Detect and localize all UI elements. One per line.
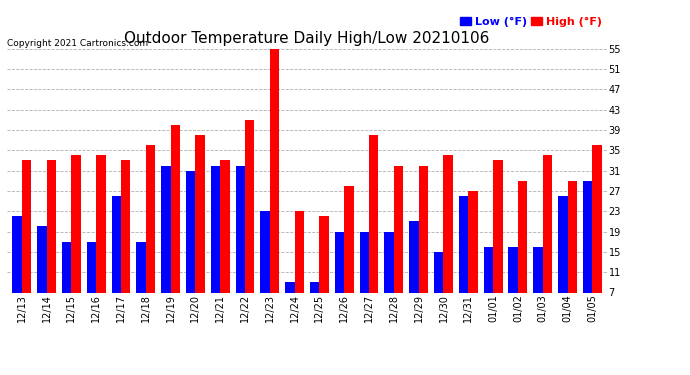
Bar — [335, 231, 344, 328]
Bar — [96, 155, 106, 328]
Bar — [12, 216, 22, 328]
Bar — [295, 211, 304, 328]
Bar — [235, 165, 245, 328]
Bar — [71, 155, 81, 328]
Bar — [137, 242, 146, 328]
Bar — [186, 171, 195, 328]
Bar — [170, 125, 180, 328]
Bar — [419, 165, 428, 328]
Bar — [567, 181, 577, 328]
Bar — [384, 231, 394, 328]
Bar — [459, 196, 469, 328]
Bar — [319, 216, 329, 328]
Bar — [47, 160, 56, 328]
Bar — [434, 252, 444, 328]
Bar — [285, 282, 295, 328]
Bar — [444, 155, 453, 328]
Bar — [509, 247, 518, 328]
Bar — [260, 211, 270, 328]
Bar — [87, 242, 96, 328]
Bar — [394, 165, 403, 328]
Bar — [493, 160, 502, 328]
Bar — [211, 165, 220, 328]
Legend: Low (°F), High (°F): Low (°F), High (°F) — [460, 16, 602, 27]
Bar — [484, 247, 493, 328]
Bar — [220, 160, 230, 328]
Bar — [161, 165, 170, 328]
Bar — [310, 282, 319, 328]
Bar — [121, 160, 130, 328]
Bar — [592, 145, 602, 328]
Bar — [37, 226, 47, 328]
Title: Outdoor Temperature Daily High/Low 20210106: Outdoor Temperature Daily High/Low 20210… — [124, 31, 490, 46]
Bar — [245, 120, 255, 328]
Bar — [583, 181, 592, 328]
Bar — [543, 155, 552, 328]
Bar — [533, 247, 543, 328]
Bar — [195, 135, 205, 328]
Bar — [146, 145, 155, 328]
Bar — [344, 186, 354, 328]
Text: Copyright 2021 Cartronics.com: Copyright 2021 Cartronics.com — [7, 39, 148, 48]
Bar — [518, 181, 527, 328]
Bar — [359, 231, 369, 328]
Bar — [112, 196, 121, 328]
Bar — [469, 191, 477, 328]
Bar — [62, 242, 71, 328]
Bar — [558, 196, 567, 328]
Bar — [409, 221, 419, 328]
Bar — [22, 160, 31, 328]
Bar — [369, 135, 379, 328]
Bar — [270, 49, 279, 328]
